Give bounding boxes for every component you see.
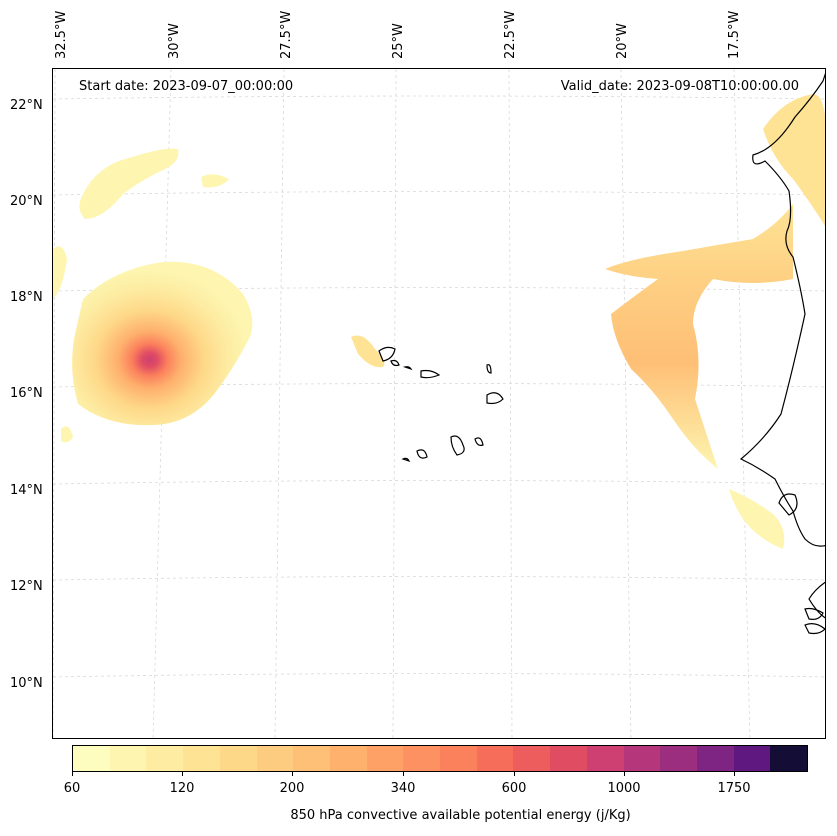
cape-patch-africa-north bbox=[763, 93, 825, 226]
valid-date-label: Valid_date: 2023-09-08T10:00:00.00 bbox=[560, 79, 799, 94]
colorbar-tick-1000: 1000 bbox=[607, 781, 641, 796]
island-sao-vicente bbox=[390, 359, 400, 367]
map-canvas bbox=[53, 69, 825, 738]
lat-label-12n: 12°N bbox=[10, 579, 43, 594]
lon-label-30w: 30°W bbox=[167, 23, 182, 59]
colorbar-segment bbox=[513, 746, 551, 771]
lat-label-16n: 16°N bbox=[10, 386, 43, 401]
island-boa-vista bbox=[486, 392, 504, 405]
colorbar-tick-200: 200 bbox=[279, 781, 305, 796]
colorbar-tickmark bbox=[734, 772, 735, 776]
lon-label-20w: 20°W bbox=[615, 23, 630, 59]
colorbar-tickmark bbox=[624, 772, 625, 776]
colorbar-segment bbox=[550, 746, 587, 771]
colorbar-tickmark bbox=[514, 772, 515, 776]
colorbar-segment bbox=[109, 746, 147, 771]
colorbar-tick-1750: 1750 bbox=[717, 781, 751, 796]
cape-band-east bbox=[605, 204, 793, 469]
map-panel[interactable]: Start date: 2023-09-07_00:00:00 Valid_da… bbox=[52, 68, 826, 739]
cape-patch-west-edge bbox=[53, 246, 67, 299]
african-coast bbox=[739, 73, 825, 619]
lon-label-17-5w: 17.5°W bbox=[727, 10, 742, 59]
african-coast-inlet bbox=[778, 493, 798, 516]
island-sal bbox=[486, 364, 492, 374]
bijagos-1 bbox=[804, 607, 824, 620]
colorbar-segment bbox=[183, 746, 220, 771]
cape-patch-northwest bbox=[79, 148, 179, 219]
lon-label-27-5w: 27.5°W bbox=[279, 10, 294, 59]
lat-label-18n: 18°N bbox=[10, 290, 43, 305]
lat-label-20n: 20°N bbox=[10, 194, 43, 209]
cape-field bbox=[53, 93, 825, 549]
colorbar-segment bbox=[403, 746, 441, 771]
colorbar-tickmark bbox=[72, 772, 73, 776]
colorbar-label: 850 hPa convective available potential e… bbox=[290, 808, 631, 823]
lat-label-10n: 10°N bbox=[10, 676, 43, 691]
island-maio bbox=[474, 437, 484, 446]
island-santo-antao bbox=[378, 346, 396, 362]
start-date-label: Start date: 2023-09-07_00:00:00 bbox=[79, 79, 294, 94]
colorbar-tickmark bbox=[182, 772, 183, 776]
bijagos-2 bbox=[804, 623, 825, 635]
colorbar-segment bbox=[256, 746, 294, 771]
colorbar-segment bbox=[366, 746, 404, 771]
lat-label-14n: 14°N bbox=[10, 483, 43, 498]
island-santiago bbox=[450, 435, 465, 456]
colorbar-segment bbox=[696, 746, 734, 771]
colorbar bbox=[72, 745, 808, 772]
coastlines bbox=[739, 73, 825, 635]
cape-patch-cape-verde bbox=[351, 335, 385, 368]
colorbar-segment bbox=[476, 746, 514, 771]
cape-storm bbox=[72, 261, 253, 426]
island-sao-nicolau bbox=[420, 369, 441, 379]
lon-label-25w: 25°W bbox=[391, 23, 406, 59]
colorbar-segment bbox=[219, 746, 257, 771]
cape-patch-southwest bbox=[61, 426, 73, 443]
colorbar-segment bbox=[293, 746, 330, 771]
cape-patch-africa-south bbox=[729, 489, 785, 549]
colorbar-segment bbox=[146, 746, 184, 771]
island-fogo bbox=[416, 449, 428, 459]
island-santa-luzia bbox=[402, 366, 413, 371]
colorbar-segment bbox=[733, 746, 771, 771]
colorbar-segment bbox=[660, 746, 697, 771]
colorbar-segment bbox=[440, 746, 477, 771]
colorbar-segment bbox=[623, 746, 661, 771]
colorbar-segment bbox=[586, 746, 624, 771]
colorbar-segment bbox=[770, 746, 808, 771]
island-brava bbox=[401, 457, 411, 463]
lon-label-32-5w: 32.5°W bbox=[54, 10, 69, 59]
lat-label-22n: 22°N bbox=[10, 98, 43, 113]
cape-patch-small-north bbox=[201, 174, 229, 188]
colorbar-tickmark bbox=[292, 772, 293, 776]
cape-verde-islands bbox=[378, 346, 504, 463]
colorbar-tick-340: 340 bbox=[390, 781, 416, 796]
colorbar-tick-120: 120 bbox=[169, 781, 195, 796]
colorbar-segment bbox=[329, 746, 367, 771]
colorbar-tick-60: 60 bbox=[63, 781, 81, 796]
colorbar-tick-600: 600 bbox=[501, 781, 527, 796]
lon-label-22-5w: 22.5°W bbox=[503, 10, 518, 59]
colorbar-segment bbox=[73, 746, 110, 771]
colorbar-tickmark bbox=[403, 772, 404, 776]
